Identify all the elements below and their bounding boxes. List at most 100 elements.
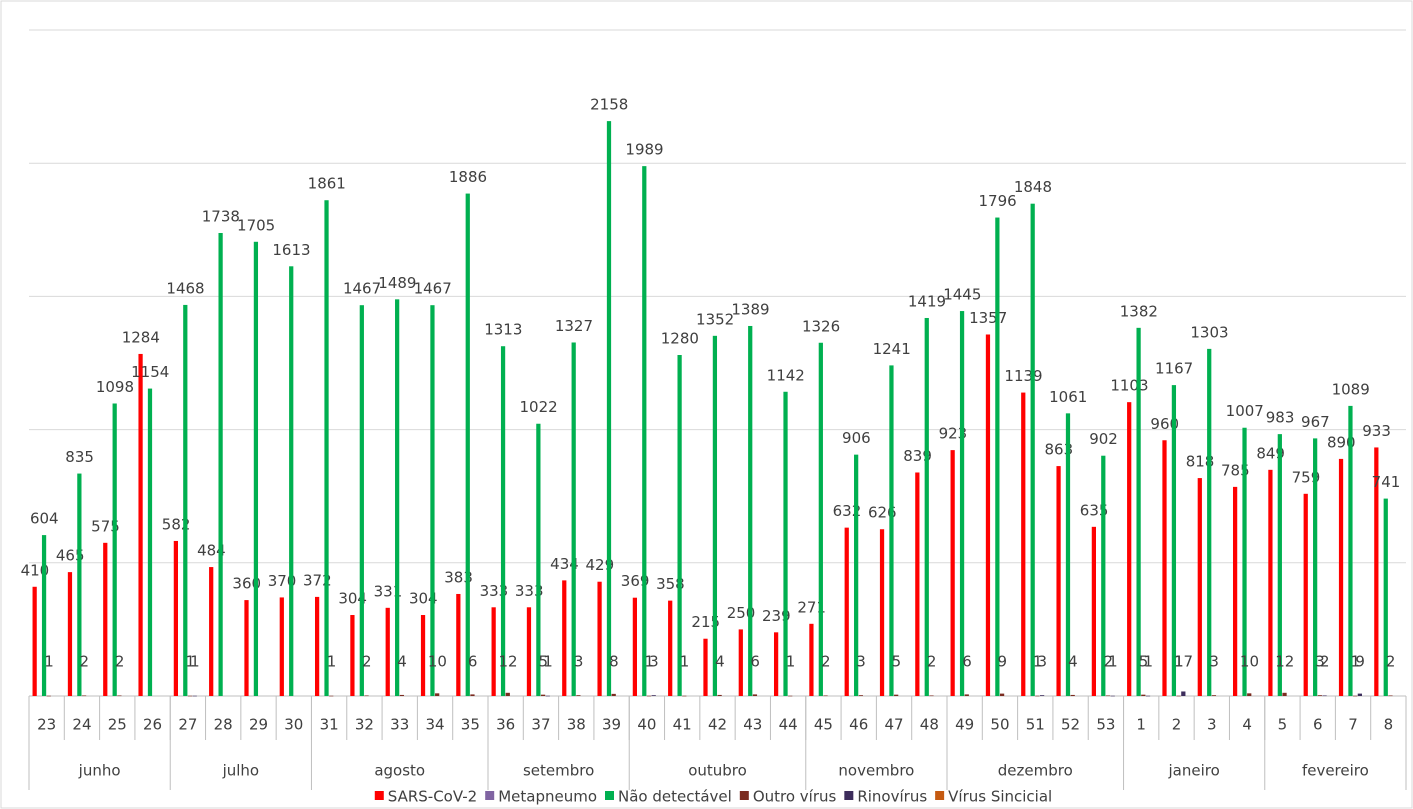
x-tick-label: 2 — [1172, 716, 1182, 734]
bar — [329, 695, 334, 697]
data-label: 3 — [1038, 653, 1048, 671]
data-label: 12 — [1275, 653, 1294, 671]
x-tick-label: 32 — [355, 716, 374, 734]
data-label: 1103 — [1110, 377, 1148, 395]
x-tick-label: 27 — [178, 716, 197, 734]
data-label: 1241 — [873, 340, 911, 358]
bar — [632, 597, 637, 696]
bar — [1338, 458, 1344, 696]
bar — [677, 355, 682, 696]
bar — [1070, 694, 1075, 696]
data-label: 1989 — [625, 141, 663, 159]
bar — [1065, 413, 1071, 696]
data-label: 3 — [574, 653, 584, 671]
bar — [809, 623, 814, 696]
data-label: 1089 — [1332, 380, 1370, 398]
bar — [526, 607, 532, 696]
data-label: 933 — [1362, 422, 1391, 440]
x-tick-label: 8 — [1384, 716, 1394, 734]
bar — [67, 572, 73, 696]
bar — [359, 305, 364, 696]
group-label: junho — [78, 762, 121, 780]
data-label: 1303 — [1190, 323, 1228, 341]
bar — [187, 695, 193, 697]
bar — [1171, 385, 1177, 696]
x-tick-label: 4 — [1242, 716, 1252, 734]
data-label: 6 — [750, 653, 760, 671]
legend-label: Não detectável — [618, 788, 732, 806]
bar — [950, 450, 955, 696]
legend-label: Outro vírus — [753, 788, 837, 806]
x-tick-label: 39 — [602, 716, 621, 734]
bar — [1039, 695, 1045, 696]
bar — [1282, 692, 1287, 696]
data-label: 1007 — [1226, 402, 1264, 420]
data-label: 2 — [1103, 653, 1113, 671]
bar — [1211, 695, 1217, 696]
data-label: 2 — [1320, 653, 1330, 671]
x-tick-label: 40 — [637, 716, 656, 734]
bar — [1348, 405, 1353, 696]
data-label: 1705 — [237, 216, 275, 234]
group-label: setembro — [523, 762, 594, 780]
x-tick-label: 43 — [743, 716, 762, 734]
bar — [505, 692, 510, 696]
data-label: 6 — [468, 653, 478, 671]
data-label: 12 — [498, 653, 517, 671]
x-tick-label: 1 — [1136, 716, 1146, 734]
bar — [738, 629, 743, 696]
bar — [611, 693, 616, 696]
bar — [1207, 348, 1212, 696]
legend-swatch — [374, 791, 384, 800]
data-label: 1022 — [520, 398, 558, 416]
bar — [642, 166, 647, 697]
bar — [1383, 498, 1388, 696]
bar — [1091, 526, 1096, 696]
x-tick-label: 30 — [284, 716, 303, 734]
data-label: 1 — [1033, 653, 1043, 671]
data-label: 4 — [715, 653, 725, 671]
bar — [1056, 466, 1061, 696]
bar — [773, 632, 779, 696]
bar — [783, 391, 788, 696]
data-label: 1327 — [555, 317, 593, 335]
bar — [854, 454, 859, 696]
bar — [606, 121, 612, 696]
bar — [1030, 203, 1035, 696]
data-label: 2 — [1386, 653, 1396, 671]
data-label: 1389 — [731, 300, 769, 318]
bar — [818, 342, 823, 696]
bar — [183, 304, 188, 696]
data-label: 1419 — [908, 292, 946, 310]
bar — [192, 695, 197, 697]
group-label: novembro — [838, 762, 914, 780]
bar — [395, 299, 400, 696]
bar — [350, 615, 355, 696]
data-label: 1489 — [378, 274, 416, 292]
bar — [1388, 695, 1393, 697]
bar — [995, 217, 1000, 696]
bar — [879, 529, 885, 696]
data-label: 4 — [397, 653, 407, 671]
x-tick-label: 29 — [249, 716, 268, 734]
bar — [717, 694, 722, 696]
bar — [1277, 434, 1282, 696]
bar — [576, 695, 581, 696]
x-tick-label: 51 — [1026, 716, 1045, 734]
data-label: 1848 — [1014, 178, 1052, 196]
bar — [218, 232, 223, 696]
x-tick-label: 25 — [108, 716, 127, 734]
x-tick-label: 52 — [1061, 716, 1080, 734]
x-tick-label: 50 — [990, 716, 1009, 734]
data-label: 1154 — [131, 363, 169, 381]
data-label: 1352 — [696, 310, 734, 328]
x-tick-label: 31 — [320, 716, 339, 734]
data-label: 1 — [185, 653, 195, 671]
bar — [964, 694, 969, 696]
bar — [1176, 695, 1181, 697]
legend-label: Rinovírus — [857, 788, 927, 806]
bar — [1197, 478, 1202, 696]
bar — [46, 695, 51, 697]
bar — [1303, 493, 1308, 696]
data-label: 10 — [428, 653, 447, 671]
